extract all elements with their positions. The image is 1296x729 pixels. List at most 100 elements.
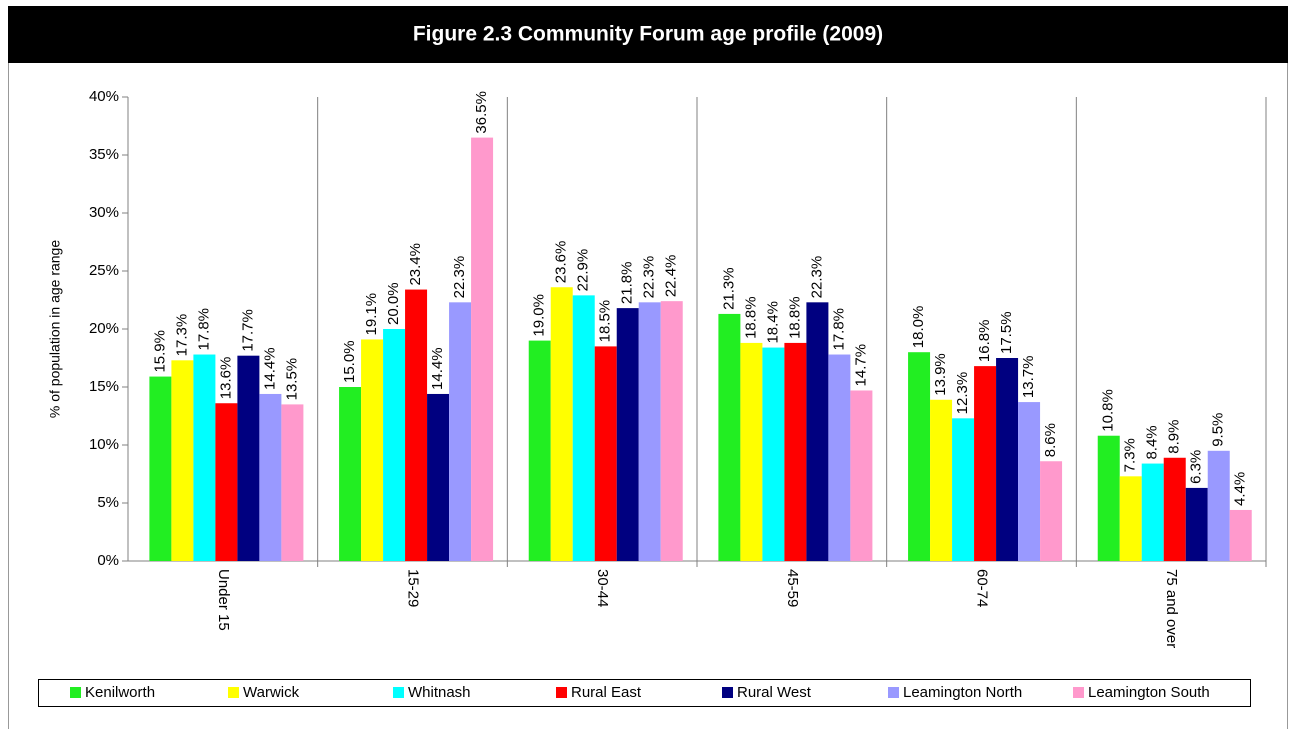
x-tick-label: 60-74 (974, 569, 991, 607)
bar (952, 418, 975, 561)
data-label: 22.3% (808, 256, 825, 299)
bar (784, 342, 807, 561)
bar (405, 289, 428, 561)
legend-label: Leamington North (903, 684, 1022, 701)
data-label: 22.3% (451, 256, 468, 299)
bar (762, 347, 785, 561)
data-label: 13.5% (283, 358, 300, 401)
bar (149, 376, 172, 561)
data-label: 8.9% (1166, 420, 1183, 454)
y-tick-label: 40% (89, 88, 119, 105)
bar (259, 393, 282, 561)
data-label: 8.4% (1144, 425, 1161, 459)
bar (572, 295, 595, 561)
bar (193, 354, 216, 561)
data-label: 8.6% (1042, 423, 1059, 457)
y-tick-label: 15% (89, 378, 119, 395)
y-tick-label: 0% (97, 552, 119, 569)
legend-swatch (1073, 687, 1084, 698)
title-bar (8, 6, 1288, 63)
bar (427, 393, 450, 561)
data-label: 21.8% (619, 262, 636, 305)
data-label: 14.7% (852, 344, 869, 387)
data-label: 14.4% (429, 347, 446, 390)
legend-swatch (556, 687, 567, 698)
legend-label: Rural West (737, 684, 812, 701)
data-label: 17.8% (830, 308, 847, 351)
bar (930, 399, 953, 561)
bar (1229, 509, 1252, 561)
data-label: 23.4% (407, 243, 424, 286)
data-label: 17.5% (998, 311, 1015, 354)
bar (1097, 435, 1120, 561)
bar (339, 387, 362, 561)
data-label: 22.4% (663, 255, 680, 298)
y-tick-label: 20% (89, 320, 119, 337)
bar (215, 403, 238, 561)
bar (718, 313, 741, 561)
data-label: 19.0% (531, 294, 548, 337)
bar (1207, 450, 1230, 561)
y-tick-label: 10% (89, 436, 119, 453)
data-label: 16.8% (976, 320, 993, 363)
legend-label: Rural East (571, 684, 642, 701)
bar (996, 358, 1019, 561)
bar (828, 354, 851, 561)
data-label: 14.4% (261, 347, 278, 390)
data-label: 15.0% (341, 340, 358, 383)
data-label: 19.1% (363, 293, 380, 336)
data-label: 23.6% (553, 241, 570, 284)
bar (1040, 461, 1063, 561)
bar (471, 137, 494, 561)
bar (660, 301, 683, 561)
data-label: 13.6% (217, 357, 234, 400)
bar (528, 340, 551, 561)
bar (908, 352, 931, 561)
bar (740, 342, 763, 561)
x-tick-label: 30-44 (594, 569, 611, 607)
bar (383, 329, 406, 561)
legend-swatch (888, 687, 899, 698)
data-label: 21.3% (720, 267, 737, 310)
data-label: 12.3% (954, 372, 971, 415)
data-label: 22.9% (575, 249, 592, 292)
bar (1185, 487, 1208, 561)
data-label: 4.4% (1232, 472, 1249, 506)
data-label: 7.3% (1122, 438, 1139, 472)
data-label: 22.3% (641, 256, 658, 299)
bar (850, 390, 873, 561)
legend-swatch (70, 687, 81, 698)
legend-label: Warwick (243, 684, 300, 701)
data-label: 18.4% (764, 301, 781, 344)
bar (594, 346, 617, 561)
bar (281, 404, 304, 561)
legend-swatch (393, 687, 404, 698)
y-tick-label: 5% (97, 494, 119, 511)
legend-label: Leamington South (1088, 684, 1210, 701)
bar (1119, 476, 1142, 561)
data-label: 20.0% (385, 282, 402, 325)
bar (1018, 402, 1041, 561)
data-label: 13.9% (932, 353, 949, 396)
chart-title: Figure 2.3 Community Forum age profile (… (413, 23, 883, 46)
bar (638, 302, 661, 561)
x-tick-label: 45-59 (784, 569, 801, 607)
bar (1163, 457, 1186, 561)
data-label: 18.5% (597, 300, 614, 343)
data-label: 36.5% (473, 91, 490, 134)
y-tick-label: 30% (89, 204, 119, 221)
data-label: 17.8% (195, 308, 212, 351)
y-axis-label: % of population in age range (47, 240, 63, 418)
data-label: 6.3% (1188, 450, 1205, 484)
legend-swatch (228, 687, 239, 698)
data-label: 18.8% (742, 296, 759, 339)
bar (237, 355, 260, 561)
legend (38, 679, 1251, 707)
x-tick-label: 15-29 (405, 569, 422, 607)
data-label: 18.8% (786, 296, 803, 339)
bar (550, 287, 573, 561)
bar (449, 302, 472, 561)
data-label: 15.9% (151, 330, 168, 373)
data-label: 17.3% (173, 314, 190, 357)
